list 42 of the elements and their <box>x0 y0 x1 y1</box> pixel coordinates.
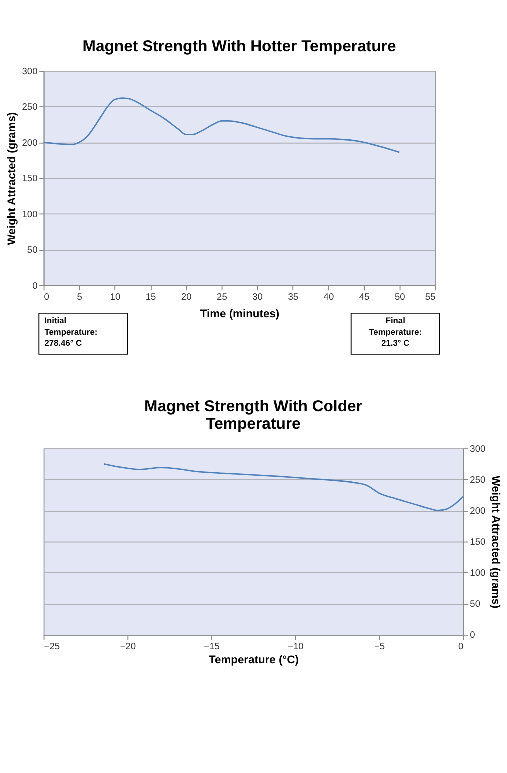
y-tick-label: 50 <box>27 245 38 256</box>
x-tick-label: 30 <box>252 292 263 302</box>
y-tick-label: 250 <box>470 474 486 485</box>
y-tick-label: 0 <box>32 280 38 291</box>
x-tick-label: 15 <box>146 292 156 302</box>
x-tick-label: 0 <box>44 292 50 302</box>
x-tick-label: −20 <box>120 641 136 652</box>
x-axis-title: Time (minutes) <box>200 308 280 321</box>
y-tick-label: 0 <box>470 630 476 640</box>
y-tick-label: 200 <box>22 138 38 148</box>
x-tick-label: −5 <box>374 641 386 652</box>
y-tick-label: 150 <box>470 537 486 548</box>
x-tick-label: −15 <box>204 641 220 652</box>
y-tick-label: 150 <box>22 174 38 184</box>
y-tick-label: 50 <box>470 599 481 610</box>
y-axis-title: Weight Attracted (grams) <box>489 476 502 609</box>
x-axis-title: Temperature (°C) <box>208 654 300 666</box>
x-tick-label: −25 <box>44 641 60 652</box>
y-tick-label: 300 <box>22 66 38 76</box>
x-tick-label: 50 <box>394 292 406 302</box>
x-tick-label: 25 <box>217 292 228 302</box>
y-tick-label: 100 <box>22 209 38 220</box>
x-tick-label: 10 <box>110 292 121 302</box>
y-tick-label: 300 <box>470 444 486 454</box>
x-tick-label: 55 <box>425 292 436 302</box>
line-series <box>43 98 400 154</box>
line-series <box>103 463 464 512</box>
x-tick-label: 20 <box>181 292 192 302</box>
chart-title: Magnet Strength With Colder Temperature <box>144 398 362 434</box>
chart-title: Magnet Strength With Hotter Temperature <box>82 38 396 56</box>
text: Final Temperature: 21.3° C <box>369 316 422 348</box>
x-tick-label: 0 <box>458 641 464 652</box>
y-tick-label: 200 <box>470 506 486 516</box>
y-tick-label: 100 <box>470 568 486 578</box>
y-tick-label: 250 <box>22 102 38 112</box>
text: Initial Temperature: 278.46° C <box>44 316 98 348</box>
x-tick-label: 45 <box>359 292 370 302</box>
x-tick-label: 35 <box>288 292 299 302</box>
y-axis-title: Weight Attracted (grams) <box>6 112 19 246</box>
x-tick-label: −10 <box>288 641 304 652</box>
x-tick-label: 40 <box>324 292 334 302</box>
x-tick-label: 5 <box>77 292 82 302</box>
